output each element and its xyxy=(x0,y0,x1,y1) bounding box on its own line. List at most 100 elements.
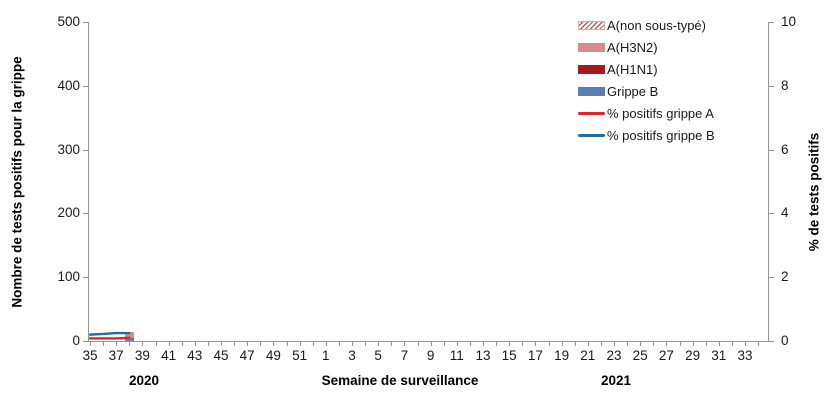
legend-item: Grippe B xyxy=(578,80,715,102)
x-tick xyxy=(653,342,655,346)
right-tick xyxy=(769,277,774,279)
legend-swatch-solid-icon xyxy=(578,86,605,96)
x-tick xyxy=(627,342,629,346)
legend-label: % positifs grippe A xyxy=(607,105,714,121)
x-tick xyxy=(679,342,681,346)
legend-item: A(non sous-typé) xyxy=(578,14,715,36)
x-tick-label: 5 xyxy=(374,348,382,363)
left-tick-label: 400 xyxy=(57,77,80,93)
legend-label: A(non sous-typé) xyxy=(607,17,706,33)
line--positifs-grippe-b xyxy=(88,331,131,336)
x-tick xyxy=(338,342,340,346)
x-tick xyxy=(469,342,471,346)
x-tick xyxy=(731,342,733,346)
x-tick-label: 37 xyxy=(108,348,124,363)
right-tick-label: 8 xyxy=(781,77,789,93)
x-tick xyxy=(443,342,445,346)
right-axis-line xyxy=(768,22,769,342)
x-tick xyxy=(312,342,314,346)
bar-a-h3n2- xyxy=(124,332,134,339)
x-tick-label: 23 xyxy=(606,348,622,363)
x-tick xyxy=(509,342,511,346)
right-tick xyxy=(769,22,774,23)
x-tick xyxy=(483,342,484,346)
x-tick-label: 15 xyxy=(501,348,517,363)
x-tick xyxy=(758,342,760,346)
legend-label: Grippe B xyxy=(607,83,659,99)
x-tick-label: 31 xyxy=(711,348,727,363)
x-tick-label: 41 xyxy=(161,348,177,363)
left-tick xyxy=(83,341,88,342)
line--positifs-grippe-a xyxy=(88,336,131,340)
x-tick-label: 3 xyxy=(348,348,356,363)
x-tick-label: 19 xyxy=(554,348,570,363)
x-tick-label: 13 xyxy=(475,348,491,363)
x-tick-label: 39 xyxy=(134,348,150,363)
legend-swatch-hatched-icon xyxy=(578,20,605,30)
x-tick xyxy=(260,342,262,346)
x-tick-label: 11 xyxy=(449,348,464,363)
legend-item: A(H3N2) xyxy=(578,36,715,58)
x-tick xyxy=(600,342,602,346)
year-label-2021: 2021 xyxy=(600,373,632,388)
x-tick xyxy=(692,342,694,346)
x-tick xyxy=(194,342,196,346)
left-tick-label: 500 xyxy=(57,14,80,29)
x-tick xyxy=(745,342,746,346)
left-tick xyxy=(83,213,88,215)
x-tick xyxy=(522,342,524,346)
x-tick-label: 35 xyxy=(82,348,98,363)
legend-line-swatch-icon xyxy=(578,111,605,115)
x-tick xyxy=(116,342,118,346)
x-tick xyxy=(574,342,576,346)
right-tick-label: 10 xyxy=(781,14,797,29)
left-tick-label: 200 xyxy=(57,205,80,221)
legend-label: % positifs grippe B xyxy=(607,127,715,143)
left-axis-line xyxy=(88,22,89,342)
bar-grippe-b xyxy=(124,338,134,341)
left-tick xyxy=(83,149,88,151)
x-tick-label: 51 xyxy=(292,348,308,363)
right-tick xyxy=(769,213,774,215)
legend-label: A(H1N1) xyxy=(607,61,658,77)
x-tick xyxy=(640,342,642,346)
x-tick xyxy=(666,342,668,346)
x-tick xyxy=(496,342,498,346)
x-tick xyxy=(614,342,615,346)
x-tick xyxy=(587,342,589,346)
legend-item: % positifs grippe B xyxy=(578,124,715,146)
x-tick xyxy=(221,342,222,346)
x-tick xyxy=(103,342,105,346)
x-tick xyxy=(430,342,432,346)
right-tick xyxy=(769,149,774,151)
x-tick-label: 25 xyxy=(632,348,648,363)
x-tick xyxy=(456,342,458,346)
x-tick xyxy=(90,342,91,346)
x-tick-label: 21 xyxy=(580,348,596,363)
legend-item: % positifs grippe A xyxy=(578,102,715,124)
x-tick xyxy=(325,342,327,346)
legend-item: A(H1N1) xyxy=(578,58,715,80)
x-tick-label: 43 xyxy=(187,348,203,363)
x-tick xyxy=(273,342,275,346)
x-tick xyxy=(718,342,720,346)
left-tick-label: 300 xyxy=(57,141,80,157)
x-tick xyxy=(168,342,170,346)
legend-label: A(H3N2) xyxy=(607,39,658,55)
x-tick xyxy=(299,342,301,346)
x-tick-label: 49 xyxy=(265,348,281,363)
x-tick-label: 29 xyxy=(685,348,701,363)
legend-line-swatch-icon xyxy=(578,133,605,137)
x-tick xyxy=(129,342,131,346)
legend-swatch-solid-icon xyxy=(578,42,605,52)
x-tick xyxy=(207,342,209,346)
x-tick-label: 27 xyxy=(658,348,674,363)
legend: A(non sous-typé) A(H3N2) A(H1N1) Grippe B % … xyxy=(578,14,715,146)
right-tick xyxy=(769,85,774,87)
x-tick xyxy=(352,342,353,346)
x-tick xyxy=(142,342,144,346)
x-tick xyxy=(286,342,288,346)
x-tick xyxy=(417,342,419,346)
x-tick xyxy=(247,342,249,346)
